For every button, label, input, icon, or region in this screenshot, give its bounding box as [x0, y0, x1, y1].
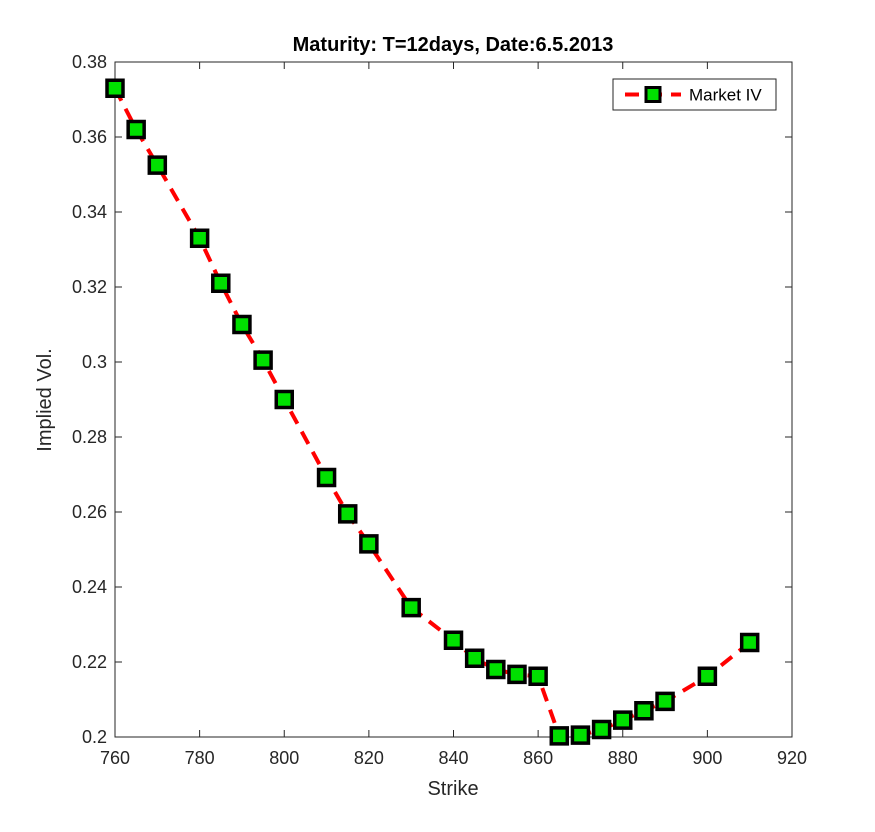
legend-marker-sample [644, 86, 662, 103]
legend-label: Market IV [689, 86, 762, 105]
y-axis-label: Implied Vol. [34, 348, 56, 451]
data-point-marker [359, 534, 379, 554]
x-tick-label: 760 [100, 748, 130, 768]
data-point-marker [126, 119, 146, 140]
x-axis-label: Strike [427, 778, 478, 800]
data-point-marker [443, 630, 464, 650]
chart-title: Maturity: T=12days, Date:6.5.2013 [293, 34, 614, 56]
data-point-marker [337, 504, 358, 524]
x-tick-label: 800 [269, 748, 299, 768]
y-tick-label: 0.24 [72, 577, 107, 597]
data-point-marker [464, 648, 485, 668]
data-point-marker [401, 597, 421, 618]
data-point-marker [232, 314, 252, 335]
data-point-marker [528, 666, 548, 686]
data-point-marker [507, 664, 527, 685]
y-tick-label: 0.32 [72, 277, 107, 297]
legend-box [612, 78, 777, 111]
data-point-marker [211, 273, 231, 293]
data-point-marker [697, 666, 718, 686]
x-tick-label: 920 [777, 748, 807, 768]
x-tick-label: 820 [354, 748, 384, 768]
data-point-marker [253, 350, 273, 370]
x-tick-label: 840 [438, 748, 468, 768]
x-tick-label: 860 [523, 748, 553, 768]
data-point-marker [613, 710, 633, 730]
y-tick-label: 0.26 [72, 502, 107, 522]
y-tick-label: 0.34 [72, 202, 107, 222]
y-tick-label: 0.3 [82, 352, 107, 372]
legend: Market IV [612, 78, 777, 111]
y-tick-label: 0.22 [72, 652, 107, 672]
data-point-marker [316, 467, 337, 488]
series-group [105, 78, 760, 746]
x-tick-label: 900 [692, 748, 722, 768]
y-tick-label: 0.28 [72, 427, 107, 447]
data-point-marker [570, 725, 591, 745]
data-point-marker [655, 691, 675, 712]
data-point-marker [274, 389, 294, 410]
data-point-marker [486, 659, 506, 680]
data-point-marker [591, 719, 612, 740]
x-tick-label: 780 [185, 748, 215, 768]
plot-area-frame [114, 61, 793, 738]
data-point-marker [105, 78, 125, 98]
data-point-marker [634, 701, 654, 721]
y-tick-label: 0.38 [72, 52, 107, 72]
data-point-marker [739, 632, 760, 653]
y-tick-label: 0.2 [82, 727, 107, 747]
y-tick-label: 0.36 [72, 127, 107, 147]
data-point-marker [549, 726, 570, 746]
data-point-marker [189, 228, 210, 248]
x-tick-label: 880 [608, 748, 638, 768]
data-point-marker [147, 155, 168, 175]
